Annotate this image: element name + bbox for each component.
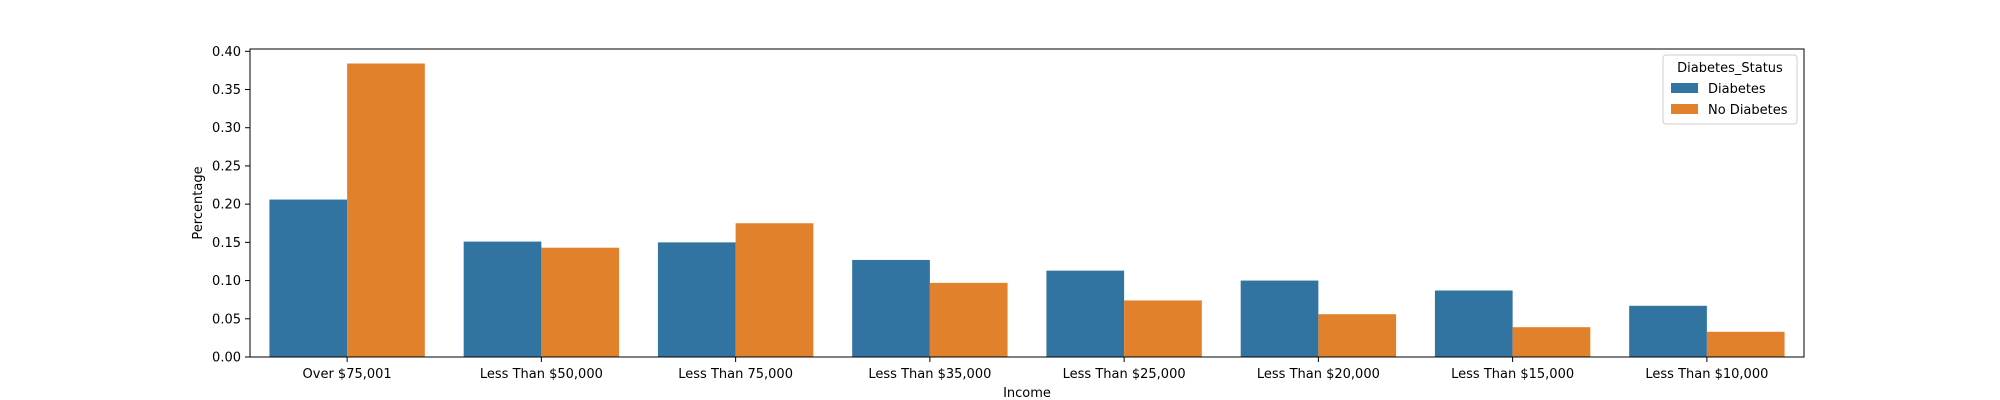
legend-entries: Diabetes No Diabetes <box>1671 82 1788 118</box>
y-tick-label: 0.25 <box>212 159 241 174</box>
legend: Diabetes_Status Diabetes No Diabetes <box>1662 54 1798 125</box>
y-tick-label: 0.35 <box>212 83 241 98</box>
legend-swatch <box>1671 104 1698 114</box>
bar-diabetes <box>657 242 736 357</box>
bar-no-diabetes <box>1512 327 1591 357</box>
plot-area-frame <box>249 48 1805 358</box>
legend-swatch <box>1671 83 1698 93</box>
x-tick-label: Less Than $10,000 <box>1645 367 1768 382</box>
bar-no-diabetes <box>929 282 1008 357</box>
y-tick-label: 0.00 <box>212 351 241 366</box>
x-tick-label: Less Than $50,000 <box>480 367 603 382</box>
y-axis: 0.00 0.05 0.10 0.15 0.20 0.25 0.30 0.35 0.40 <box>212 45 250 366</box>
y-tick-label: 0.05 <box>212 312 241 327</box>
y-tick-label: 0.15 <box>212 236 241 251</box>
y-axis-label: Percentage <box>191 166 206 239</box>
bar-no-diabetes <box>735 223 814 357</box>
bar-no-diabetes <box>1124 300 1202 357</box>
bar-diabetes <box>852 259 930 357</box>
bar-no-diabetes <box>1318 314 1397 357</box>
bar-diabetes <box>269 199 348 357</box>
x-tick-label: Less Than $25,000 <box>1063 367 1186 382</box>
y-tick-label: 0.20 <box>212 198 241 213</box>
legend-entry-label: Diabetes <box>1708 82 1766 97</box>
x-tick-label: Less Than 75,000 <box>678 367 793 382</box>
bar-no-diabetes <box>541 247 620 357</box>
x-tick-label: Less Than $35,000 <box>868 367 991 382</box>
bar-diabetes <box>1046 270 1125 357</box>
y-tick-label: 0.40 <box>212 45 241 60</box>
bar-diabetes <box>1240 280 1319 357</box>
y-tick-label: 0.30 <box>212 121 241 136</box>
bar-diabetes <box>463 241 542 357</box>
x-tick-label: Less Than $20,000 <box>1257 367 1380 382</box>
legend-title: Diabetes_Status <box>1677 61 1783 76</box>
bars <box>269 63 1785 358</box>
bar-diabetes <box>1629 305 1707 357</box>
x-axis: Over $75,001 Less Than $50,000 Less Than 7… <box>303 357 1768 382</box>
x-axis-label: Income <box>1003 386 1051 400</box>
bar-diabetes <box>1434 290 1513 357</box>
legend-entry-label: No Diabetes <box>1708 103 1788 118</box>
x-tick-label: Less Than $15,000 <box>1451 367 1574 382</box>
y-tick-label: 0.10 <box>212 274 241 289</box>
bar-no-diabetes <box>1706 331 1785 357</box>
bar-no-diabetes <box>347 63 425 358</box>
x-tick-label: Over $75,001 <box>303 367 392 382</box>
